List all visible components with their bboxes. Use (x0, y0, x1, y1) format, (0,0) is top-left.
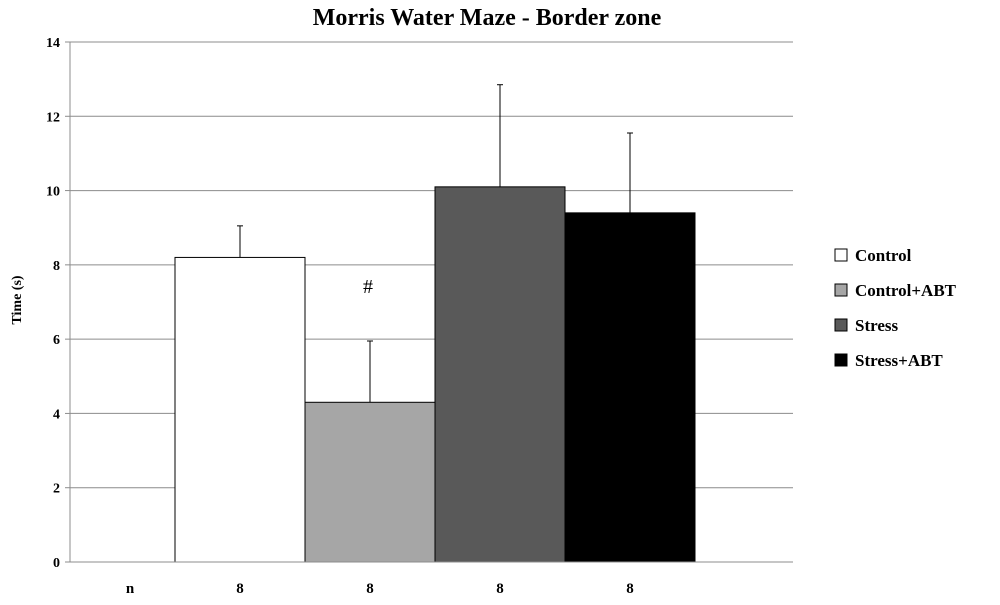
y-tick-label: 0 (53, 556, 60, 571)
y-tick-label: 12 (46, 110, 60, 125)
chart-title: Morris Water Maze - Border zone (313, 5, 662, 31)
y-tick-label: 6 (53, 333, 60, 348)
y-tick-label: 8 (53, 259, 60, 274)
y-axis-label: Time (s) (10, 275, 25, 324)
legend: Control Control+ABT Stress Stress+ABT (834, 246, 957, 370)
significance-marker: # (363, 276, 373, 298)
legend-swatch-control-abt (834, 283, 848, 297)
legend-label-control-abt: Control+ABT (855, 281, 957, 300)
bar-stress-abt (564, 212, 696, 563)
n-value-control-abt: 8 (366, 581, 374, 597)
bar-control (174, 256, 306, 563)
n-value-control: 8 (236, 581, 244, 597)
n-value-stress-abt: 8 (626, 581, 634, 597)
legend-swatch-control (834, 248, 848, 262)
bar-control-abt (304, 401, 436, 563)
labels: 0 2 4 6 8 10 12 14 8 8 8 8 n # (46, 36, 634, 597)
bars (174, 84, 696, 563)
legend-label-stress-abt: Stress+ABT (855, 351, 943, 370)
n-row-label: n (126, 581, 135, 597)
n-value-stress: 8 (496, 581, 504, 597)
bar-stress (434, 186, 566, 563)
y-tick-label: 10 (46, 185, 60, 200)
y-tick-label: 2 (53, 482, 60, 497)
legend-label-stress: Stress (855, 316, 899, 335)
y-tick-label: 14 (46, 36, 60, 51)
legend-swatch-stress-abt (834, 353, 848, 367)
legend-swatch-stress (834, 318, 848, 332)
y-tick-label: 4 (53, 407, 60, 422)
legend-label-control: Control (855, 246, 912, 265)
axes (65, 41, 793, 563)
